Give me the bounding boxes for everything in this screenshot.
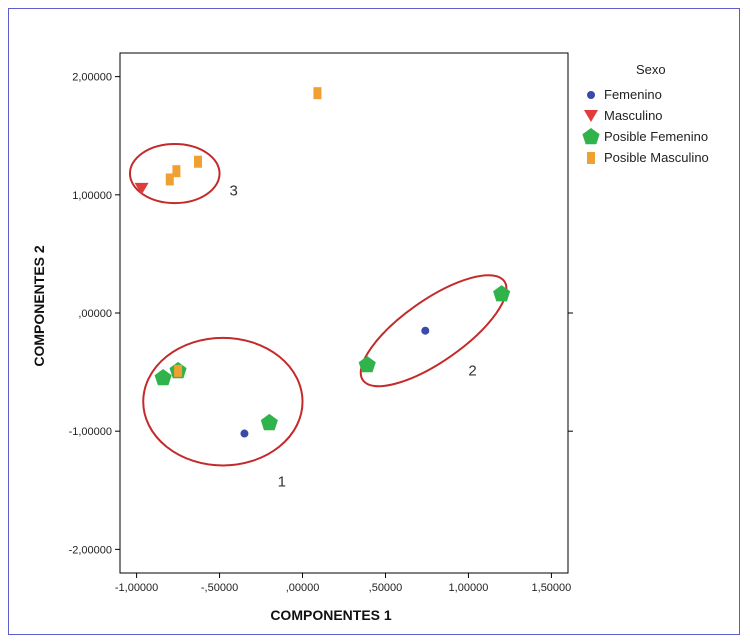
legend-marker-femenino [587, 91, 595, 99]
legend-label-posible-femenino: Posible Femenino [604, 129, 708, 144]
cluster-label-1: 1 [278, 473, 286, 490]
x-axis-title: COMPONENTES 1 [270, 607, 392, 623]
point-posible-femenino [154, 369, 172, 386]
legend-label-posible-masculino: Posible Masculino [604, 150, 709, 165]
legend-marker-posible-femenino [582, 128, 600, 145]
point-posible-masculino [165, 173, 174, 186]
point-posible-masculino [172, 165, 181, 178]
point-femenino [240, 429, 249, 438]
x-tick-label: ,50000 [369, 582, 403, 594]
legend-title: Sexo [636, 62, 666, 77]
legend-label-femenino: Femenino [604, 87, 662, 102]
y-tick-label: -1,00000 [69, 426, 112, 438]
point-femenino [421, 326, 430, 335]
point-posible-femenino [260, 413, 278, 431]
x-tick-label: -1,00000 [115, 582, 158, 594]
ticks-layer: -1,00000 -,50000,00000,50000 1,00000 1,5000… [69, 72, 573, 594]
cluster-ellipse-3 [128, 143, 221, 205]
y-tick-label: 1,00000 [72, 190, 112, 202]
legend: Sexo Femenino Masculino Posible Femenino Po… [582, 62, 709, 165]
y-tick-label: -2,00000 [69, 544, 112, 556]
y-tick-label: ,00000 [78, 308, 112, 320]
plot-area [119, 52, 569, 574]
x-tick-label: 1,50000 [532, 582, 572, 594]
x-tick-label: -,50000 [201, 582, 238, 594]
point-posible-masculino [193, 155, 202, 168]
legend-marker-masculino [584, 110, 598, 122]
data-points [134, 87, 511, 438]
legend-marker-posible-masculino [587, 152, 595, 164]
x-tick-label: 1,00000 [449, 582, 489, 594]
y-axis-title: COMPONENTES 2 [31, 245, 47, 367]
cluster-ellipse-1 [142, 336, 304, 467]
point-posible-femenino [358, 356, 376, 373]
cluster-ellipses: 3 1 2 [128, 143, 508, 490]
cluster-label-2: 2 [468, 363, 476, 380]
y-tick-label: 2,00000 [72, 72, 112, 84]
cluster-label-3: 3 [230, 183, 238, 200]
point-masculino [134, 182, 149, 195]
point-posible-masculino [174, 364, 183, 377]
point-posible-femenino [493, 285, 511, 302]
cluster-ellipse-2 [359, 274, 508, 388]
x-tick-label: ,00000 [286, 582, 320, 594]
legend-label-masculino: Masculino [604, 108, 663, 123]
point-posible-masculino [313, 87, 322, 100]
